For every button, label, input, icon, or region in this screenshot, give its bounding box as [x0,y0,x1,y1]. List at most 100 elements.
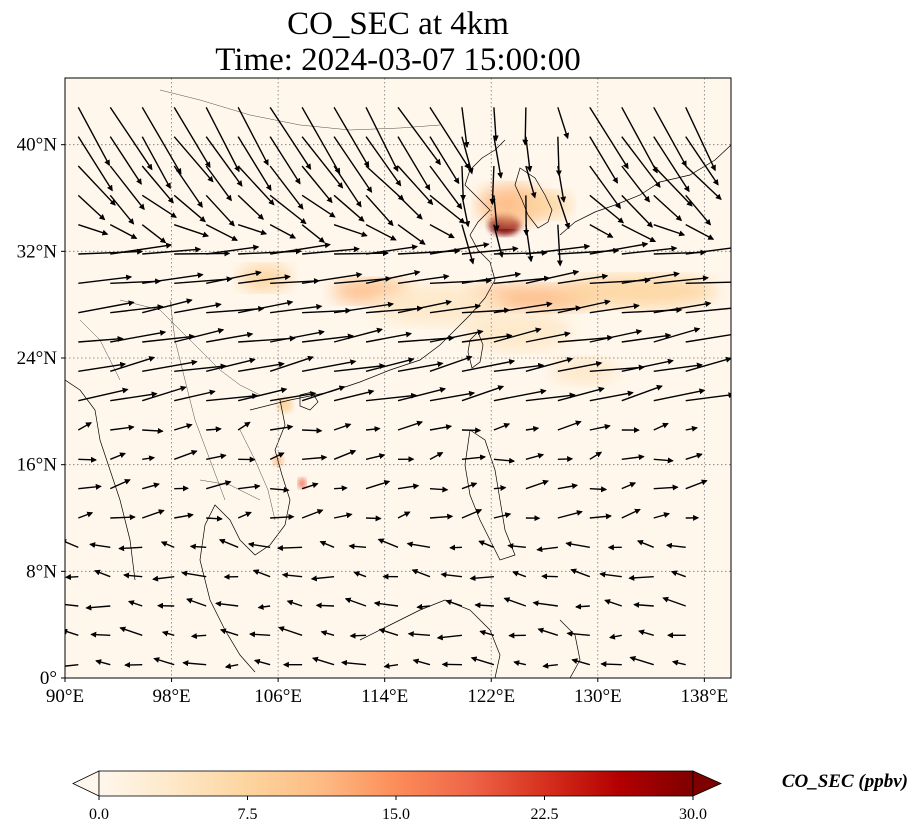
wind-arrow [532,600,558,607]
wind-arrow [537,627,559,636]
x-tick-label: 114°E [361,686,408,707]
wind-arrow [109,136,142,185]
wind-arrow [653,165,693,207]
wind-arrow [522,107,529,146]
wind-arrow [269,452,285,460]
wind-arrow [205,165,232,202]
wind-arrow [65,603,79,607]
wind-arrow [621,136,661,188]
wind-arrow [141,106,182,175]
wind-arrow [269,194,307,225]
wind-arrow [269,106,312,170]
wind-arrow [378,628,399,636]
wind-arrow [566,630,590,637]
wind-arrow [557,386,605,402]
wind-arrow [383,662,399,669]
wind-arrow [493,327,542,343]
colorbar-tick-label: 30.0 [679,806,707,823]
coastline-bay-of-bengal [65,379,136,581]
wind-arrow [89,542,111,549]
wind-arrow [85,604,111,611]
wind-arrow [161,630,175,637]
coastline-mindanao [559,619,581,678]
colorbar-title: CO_SEC (ppbv) [782,771,908,792]
wind-arrow [685,425,698,432]
wind-arrow [269,329,325,343]
wind-arrow [78,335,124,343]
wind-arrow [671,659,686,666]
wind-arrow [78,274,133,285]
wind-arrow [237,387,288,402]
wind-arrow [286,599,303,607]
wind-arrow [90,631,111,638]
wind-vectors [65,106,731,670]
wind-arrow [78,511,94,519]
wind-arrow [589,224,614,238]
wind-arrow [94,569,111,578]
wind-arrow [276,545,303,552]
wind-arrow [78,456,97,463]
plot-title-line1: CO_SEC at 4km [287,6,509,42]
wind-arrow [493,485,507,492]
wind-arrow [315,602,335,609]
wind-arrow [589,486,608,493]
wind-arrow [301,136,344,189]
wind-arrow [270,242,331,255]
wind-arrow [181,570,207,578]
wind-arrow [525,357,574,373]
wind-arrow [109,165,145,211]
wind-arrow [557,299,611,314]
wind-arrow [281,572,303,579]
wind-arrow [366,515,382,522]
wind-arrow [377,538,399,548]
colorbar-ticks: 0.0 7.5 15.0 22.5 30.0 [89,796,707,823]
wind-arrow [621,358,674,373]
wind-arrow [237,194,264,220]
wind-arrow [493,422,511,431]
wind-arrow [525,479,549,490]
wind-arrow [685,194,712,226]
gridlines [65,78,731,678]
wind-arrow [218,538,239,548]
wind-arrow [77,422,92,431]
y-tick-label: 16°N [17,455,58,476]
wind-arrow [493,388,547,402]
wind-arrow [397,224,426,245]
wind-arrow [333,389,375,402]
wind-arrow [397,299,453,314]
wind-arrow [557,483,579,490]
wind-arrow [397,387,447,402]
wind-arrow [119,626,143,636]
wind-arrow [653,275,709,285]
wind-arrow [565,541,590,549]
wind-arrow [397,420,424,431]
wind-arrow [109,479,131,490]
wind-arrow [633,601,654,608]
wind-arrow [252,569,271,578]
wind-arrow [348,543,367,550]
wind-arrow [270,513,295,520]
wind-arrow [333,423,352,431]
wind-arrow [237,224,268,236]
wind-arrow [525,269,580,285]
wind-arrow [653,457,674,464]
map-area [65,78,731,678]
wind-arrow [469,575,494,582]
wind-arrow [333,301,394,314]
wind-arrow [589,303,640,314]
wind-arrow [142,246,202,255]
wind-arrow [653,484,679,491]
wind-arrow [621,332,672,343]
wind-arrow [556,224,563,267]
wind-arrow [174,250,231,257]
wind-arrow [621,194,653,228]
wind-arrow [206,270,262,285]
wind-arrow [365,194,394,227]
wind-arrow [142,333,196,343]
wind-arrow [478,540,495,548]
wind-arrow [206,480,232,490]
wind-arrow [445,599,463,607]
wind-arrow [77,165,116,206]
wind-arrow [589,451,603,460]
colorbar-body [98,770,694,797]
